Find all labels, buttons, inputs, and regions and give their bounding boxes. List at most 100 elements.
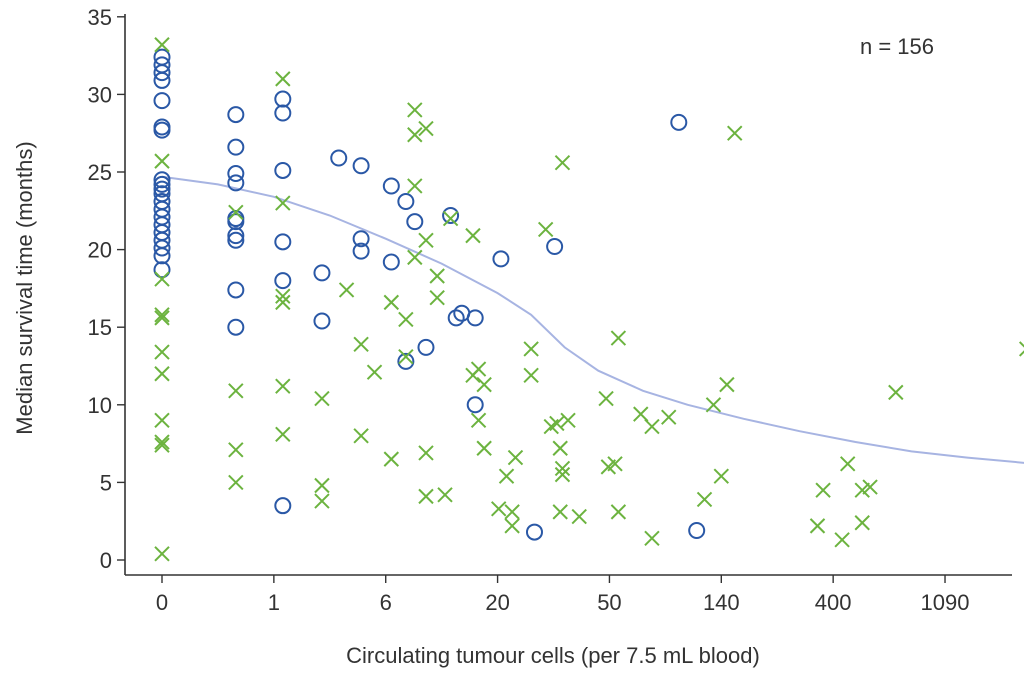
cross-point [862,479,878,495]
cross-point [815,482,831,498]
cross-point [644,418,660,435]
cross-stroke [598,390,614,407]
cross-point [154,412,170,429]
y-tick-label: 0 [100,548,112,573]
cross-stroke [154,37,170,53]
cross-stroke [275,426,291,442]
cross-stroke [552,440,568,456]
cross-point [383,451,400,467]
cross-stroke [353,336,369,352]
cross-point [275,288,291,304]
circle-point [352,157,370,175]
cross-point [705,397,722,413]
cross-point [275,378,291,394]
x-tick-label: 400 [815,590,852,615]
cross-stroke [523,367,539,384]
cross-stroke [383,451,400,467]
sample-size-annotation: n = 156 [860,34,934,59]
cross-stroke [571,508,587,525]
cross-stroke [476,440,492,456]
cross-point [154,366,170,382]
cross-point [854,482,870,498]
cross-stroke [366,364,383,380]
circle-point [227,227,245,245]
cross-point [154,546,170,562]
y-tick-label: 5 [100,470,112,495]
cross-stroke [644,418,660,435]
cross-point [809,518,826,534]
cross-point [727,125,743,141]
circle-point [227,318,245,336]
cross-point [314,477,330,494]
cross-stroke [154,412,170,429]
cross-stroke [275,294,291,311]
circle-point [382,177,400,195]
cross-point [418,232,434,248]
cross-point [275,195,291,211]
cross-stroke [407,102,423,118]
cross-stroke [154,310,170,326]
cross-point [610,504,627,520]
cross-stroke [228,383,244,399]
cross-stroke [549,415,565,432]
circle-point [227,231,245,249]
circle-point [153,261,171,279]
cross-point [719,376,735,393]
cross-point [633,406,649,422]
cross-point [554,460,571,477]
x-tick-label: 1 [268,590,280,615]
cross-point [275,426,291,442]
cross-point [490,501,507,517]
cross-point [854,515,870,531]
circle-point [153,64,171,82]
cross-point [275,71,291,87]
cross-stroke [154,307,170,323]
circle-point [153,175,171,193]
cross-point [839,456,856,472]
circle-point [466,396,484,414]
circle-point [227,281,245,299]
circle-point [417,338,435,356]
cross-point [418,488,434,505]
cross-point [442,210,459,227]
circle-point [397,192,415,210]
y-axis-title: Median survival time (months) [12,141,37,434]
cross-stroke [607,456,623,472]
cross-point [470,412,487,429]
cross-point [154,434,170,450]
cross-stroke [854,482,870,498]
trend-line-layer [161,175,1024,464]
circle-point [688,522,706,540]
circle-point [274,233,292,251]
cross-stroke [418,488,434,505]
cross-point [507,449,524,466]
cross-stroke [429,290,445,306]
cross-stroke [834,532,850,548]
cross-point [154,307,170,323]
trend-line [161,175,1024,464]
cross-stroke [407,127,423,143]
y-tick-label: 15 [88,315,112,340]
circle-point [406,213,424,231]
cross-point [470,361,487,377]
cross-stroke [314,477,330,494]
cross-stroke [418,445,434,461]
circle-point [330,149,348,167]
cross-stroke [470,361,487,377]
cross-point [888,384,904,401]
cross-stroke [437,487,453,503]
circle-point [313,312,331,330]
cross-point [571,508,587,525]
cross-stroke [314,390,330,407]
axes-layer: 0 5 10 15 20 25 30 35 0 1 6 20 50 140 400 1090 [88,5,1012,615]
circle-point [153,92,171,110]
cross-point [154,271,170,287]
cross-point [407,127,423,143]
cross-stroke [839,456,856,472]
circle-point [227,174,245,192]
cross-stroke [815,482,831,498]
cross-point [228,204,244,221]
cross-point [383,294,400,311]
cross-point [549,415,565,432]
cross-stroke [713,468,730,484]
